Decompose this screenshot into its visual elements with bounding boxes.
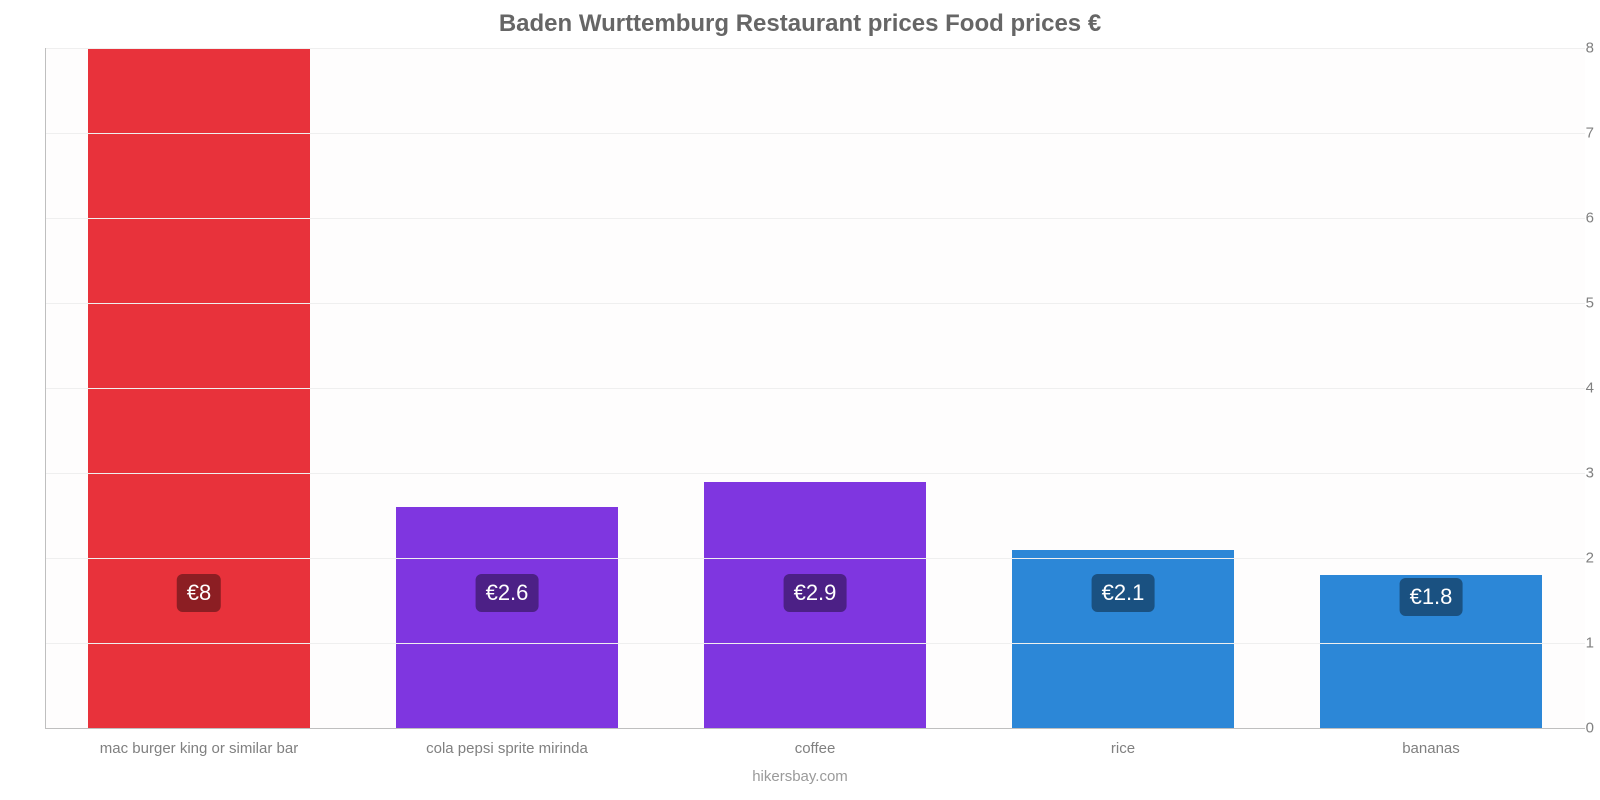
chart-title: Baden Wurttemburg Restaurant prices Food… xyxy=(0,0,1600,38)
grid-line xyxy=(45,133,1585,134)
y-tick-label: 1 xyxy=(1557,635,1594,652)
y-tick-label: 2 xyxy=(1557,550,1594,567)
value-badge: €2.9 xyxy=(784,574,847,612)
grid-line xyxy=(45,388,1585,389)
grid-line xyxy=(45,218,1585,219)
chart-container: Baden Wurttemburg Restaurant prices Food… xyxy=(0,0,1600,800)
x-tick-label: rice xyxy=(977,740,1270,757)
value-badge: €2.6 xyxy=(476,574,539,612)
grid-line xyxy=(45,558,1585,559)
value-badge: €8 xyxy=(177,574,221,612)
x-tick-label: coffee xyxy=(669,740,962,757)
y-tick-label: 0 xyxy=(1557,720,1594,737)
grid-line xyxy=(45,643,1585,644)
x-tick-label: cola pepsi sprite mirinda xyxy=(361,740,654,757)
bar xyxy=(396,507,618,728)
y-tick-label: 3 xyxy=(1557,465,1594,482)
y-tick-label: 6 xyxy=(1557,210,1594,227)
x-tick-label: bananas xyxy=(1285,740,1578,757)
grid-line xyxy=(45,473,1585,474)
x-tick-label: mac burger king or similar bar xyxy=(53,740,346,757)
y-tick-label: 8 xyxy=(1557,40,1594,57)
y-tick-label: 4 xyxy=(1557,380,1594,397)
grid-line xyxy=(45,303,1585,304)
chart-footer: hikersbay.com xyxy=(0,768,1600,785)
y-axis xyxy=(45,48,46,728)
value-badge: €1.8 xyxy=(1400,578,1463,616)
x-axis xyxy=(45,728,1585,729)
grid-line xyxy=(45,48,1585,49)
y-tick-label: 7 xyxy=(1557,125,1594,142)
plot-area: €8 €2.6 €2.9 €2.1 €1.8 xyxy=(45,48,1585,728)
y-tick-label: 5 xyxy=(1557,295,1594,312)
value-badge: €2.1 xyxy=(1092,574,1155,612)
